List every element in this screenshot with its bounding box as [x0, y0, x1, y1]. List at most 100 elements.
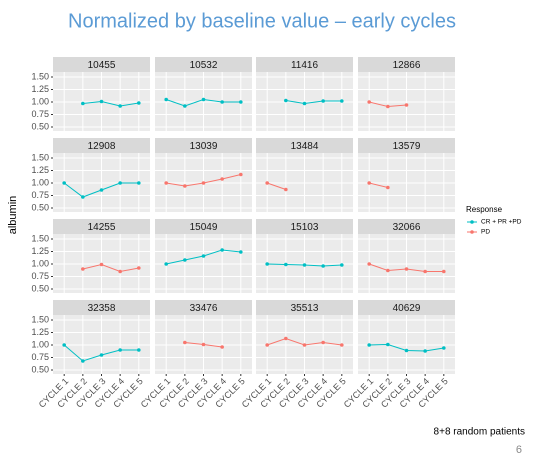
data-point — [340, 263, 344, 267]
data-point — [81, 101, 85, 106]
y-tick-label: 0.75 — [31, 109, 49, 119]
facet-title: 15049 — [190, 222, 218, 233]
data-point — [340, 99, 344, 103]
data-point — [404, 267, 409, 271]
data-point — [99, 262, 104, 267]
y-tick-label: 1.50 — [31, 152, 49, 162]
chart-title: Normalized by baseline value – early cyc… — [68, 10, 456, 32]
page-number: 6 — [516, 444, 522, 456]
y-tick-label: 0.50 — [31, 364, 49, 374]
data-point — [118, 181, 122, 185]
y-axis-label: albumin — [7, 196, 19, 235]
series-line — [369, 182, 388, 188]
data-point — [220, 177, 224, 181]
y-tick-label: 1.25 — [31, 84, 49, 94]
strip — [155, 300, 252, 315]
data-point — [265, 181, 269, 185]
data-point — [442, 269, 446, 274]
facet-title: 13579 — [393, 141, 421, 152]
data-point — [284, 262, 288, 267]
data-point — [340, 343, 344, 347]
data-point — [201, 342, 206, 347]
data-point — [118, 104, 122, 108]
y-tick-label: 1.00 — [31, 177, 49, 187]
strip — [256, 138, 353, 153]
data-point — [183, 258, 187, 262]
data-point — [367, 181, 371, 185]
data-point — [239, 250, 243, 254]
data-point — [367, 262, 371, 266]
data-point — [302, 263, 307, 267]
data-point — [183, 184, 187, 188]
series-line — [285, 100, 342, 105]
data-point — [284, 187, 288, 192]
y-tick-label: 0.75 — [31, 271, 49, 281]
data-point — [284, 98, 288, 103]
strip — [53, 138, 150, 153]
data-point — [239, 100, 243, 104]
facet-title: 10532 — [190, 60, 218, 71]
y-tick-label: 1.25 — [31, 165, 49, 175]
data-point — [118, 269, 122, 274]
legend-key-point — [470, 230, 474, 234]
data-point — [302, 101, 307, 106]
data-point — [137, 101, 141, 105]
y-tick-label: 1.25 — [31, 327, 49, 337]
y-tick-label: 1.00 — [31, 258, 49, 268]
data-point — [81, 267, 85, 271]
data-point — [62, 343, 66, 347]
strip — [358, 57, 455, 72]
data-point — [386, 268, 390, 273]
data-point — [367, 343, 371, 347]
y-tick-label: 0.50 — [31, 202, 49, 212]
data-point — [265, 262, 269, 266]
data-point — [220, 100, 224, 104]
y-tick-label: 0.75 — [31, 190, 49, 200]
facet-title: 14255 — [88, 222, 116, 233]
y-tick-label: 1.25 — [31, 246, 49, 256]
strip — [155, 219, 252, 234]
strip — [358, 300, 455, 315]
y-tick-label: 1.00 — [31, 339, 49, 349]
y-tick-label: 0.50 — [31, 283, 49, 293]
data-point — [321, 264, 325, 268]
data-point — [239, 172, 243, 177]
y-tick-label: 0.50 — [31, 121, 49, 131]
facet-title: 15103 — [291, 222, 319, 233]
data-point — [164, 181, 168, 185]
data-point — [404, 348, 409, 353]
data-point — [99, 353, 104, 357]
legend-title: Response — [466, 205, 503, 214]
series-line — [267, 182, 287, 190]
data-point — [302, 343, 307, 347]
data-point — [386, 185, 390, 190]
data-point — [321, 340, 325, 345]
strip — [358, 138, 455, 153]
facet-title: 11416 — [291, 60, 319, 71]
data-point — [118, 348, 122, 352]
facet-title: 12866 — [393, 60, 421, 71]
facet-title: 13484 — [291, 141, 319, 152]
legend-key-point — [470, 220, 474, 224]
data-point — [201, 97, 206, 102]
legend-label: PD — [481, 229, 490, 236]
data-point — [99, 188, 104, 192]
data-point — [423, 269, 427, 274]
data-point — [137, 266, 141, 270]
data-point — [183, 340, 187, 345]
strip — [256, 219, 353, 234]
y-tick-label: 1.50 — [31, 71, 49, 81]
strip — [155, 138, 252, 153]
data-point — [423, 349, 427, 353]
data-point — [404, 103, 409, 107]
y-tick-label: 1.50 — [31, 233, 49, 243]
y-tick-label: 1.00 — [31, 96, 49, 106]
data-point — [164, 262, 168, 266]
y-tick-label: 0.75 — [31, 352, 49, 362]
strip — [358, 219, 455, 234]
data-point — [81, 359, 85, 363]
series-line — [82, 100, 139, 107]
series-line — [82, 263, 139, 273]
data-point — [201, 181, 206, 185]
